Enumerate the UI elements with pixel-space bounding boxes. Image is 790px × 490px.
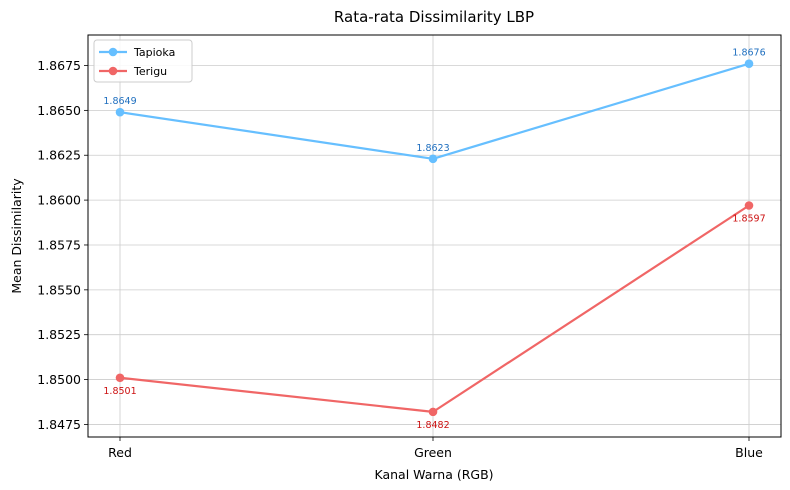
x-axis-ticks: Red Green Blue: [108, 437, 763, 460]
x-tick-label: Blue: [735, 445, 763, 460]
y-tick-label: 1.8575: [37, 237, 81, 252]
y-tick-label: 1.8525: [37, 327, 81, 342]
y-tick-label: 1.8625: [37, 148, 81, 163]
y-tick-label: 1.8475: [37, 417, 81, 432]
data-point: [428, 154, 438, 164]
x-tick-label: Green: [414, 445, 452, 460]
data-label: 1.8649: [103, 96, 136, 107]
legend-label: Terigu: [133, 65, 167, 78]
data-point: [744, 201, 754, 210]
legend-item-tapioka: Tapioka: [99, 46, 175, 59]
data-point: [115, 107, 125, 117]
data-point: [115, 373, 125, 383]
y-tick-label: 1.8650: [37, 103, 81, 118]
data-label: 1.8623: [416, 143, 449, 154]
series-tapioka: 1.8649 1.8623 1.8676: [103, 48, 766, 164]
legend-swatch-marker: [108, 66, 118, 76]
series-layer: 1.8649 1.8623 1.8676 1.8501 1.8482 1.8597: [103, 48, 765, 431]
legend-swatch-marker: [108, 47, 118, 57]
y-axis-label: Mean Dissimilarity: [9, 178, 24, 294]
legend: Tapioka Terigu: [93, 39, 193, 83]
data-label: 1.8597: [732, 213, 765, 224]
data-point: [744, 59, 754, 69]
plot-frame: [87, 34, 782, 438]
chart-title: Rata-rata Dissimilarity LBP: [334, 8, 534, 26]
y-tick-label: 1.8550: [37, 282, 81, 297]
x-tick-label: Red: [108, 445, 132, 460]
data-label: 1.8501: [103, 386, 136, 397]
legend-item-terigu: Terigu: [99, 65, 167, 78]
y-tick-label: 1.8500: [37, 372, 81, 387]
y-tick-label: 1.8600: [37, 193, 81, 208]
series-line: [119, 204, 750, 413]
y-tick-label: 1.8675: [37, 58, 81, 73]
series-terigu: 1.8501 1.8482 1.8597: [103, 201, 766, 431]
data-point: [428, 407, 438, 417]
x-axis-label: Kanal Warna (RGB): [374, 467, 493, 482]
data-label: 1.8482: [416, 420, 449, 431]
legend-label: Tapioka: [133, 46, 175, 59]
data-label: 1.8676: [732, 48, 765, 59]
grid-lines: [88, 35, 781, 437]
y-axis-ticks: 1.8475 1.8500 1.8525 1.8550 1.8575 1.8600 1.86…: [37, 58, 88, 432]
